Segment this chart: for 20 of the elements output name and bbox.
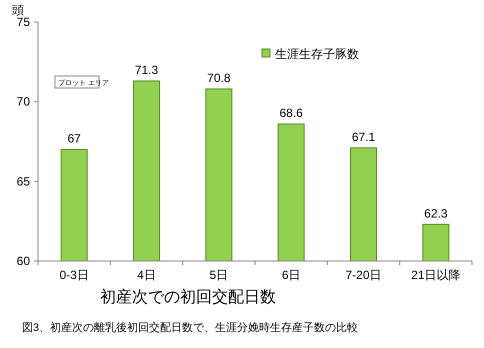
data-label: 71.3 [134,62,158,77]
y-tick-label: 70 [16,94,30,109]
x-tick-label: 21日以降 [411,268,461,282]
x-tick-label: 5日 [209,268,228,282]
x-tick-label: 7-20日 [345,268,382,282]
y-tick-label: 65 [16,174,30,188]
data-label: 62.3 [424,206,448,220]
data-label: 70.8 [207,70,231,85]
x-tick-label: 4日 [137,268,156,282]
legend-label: 生涯生存子豚数 [275,47,359,61]
y-tick-label: 60 [16,254,30,268]
x-axis-title: 初産次での初回交配日数 [100,288,276,306]
x-tick-label: 6日 [282,268,301,282]
data-label: 68.6 [279,106,304,120]
y-axis-title: 頭 [12,3,24,17]
caption: 図3、初産次の離乳後初回交配日数で、生涯分娩時生存産子数の比較 [22,321,358,334]
y-tick-label: 75 [16,15,30,29]
data-label: 67 [67,131,82,146]
data-label: 67.1 [352,130,376,144]
x-tick-label: 0-3日 [59,268,89,282]
